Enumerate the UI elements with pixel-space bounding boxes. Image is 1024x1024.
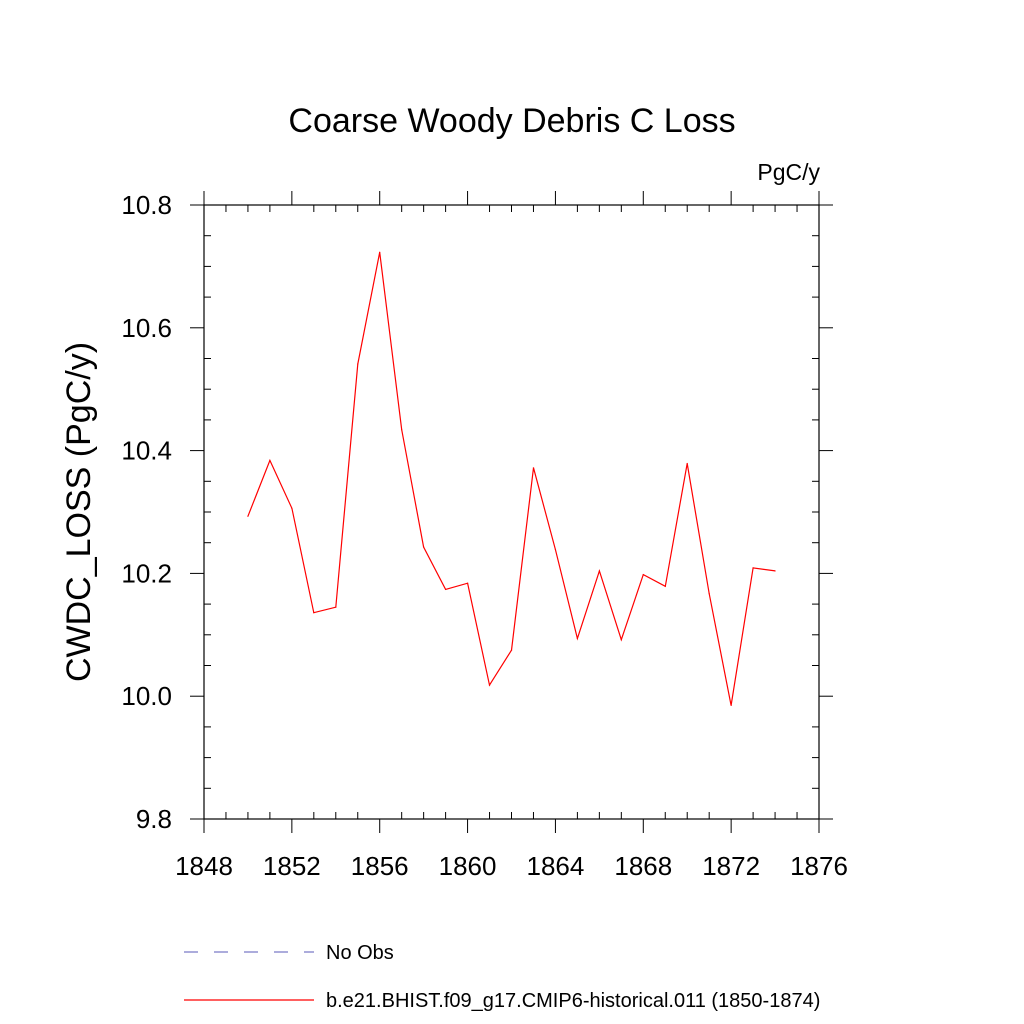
data-point — [774, 570, 776, 572]
data-point — [423, 546, 425, 548]
data-point — [291, 507, 293, 509]
data-point — [335, 606, 337, 608]
data-point — [269, 459, 271, 462]
axis-ticks — [190, 191, 833, 833]
data-point — [576, 637, 578, 640]
data-point — [488, 684, 491, 686]
y-tick-label: 10.4 — [121, 436, 172, 466]
legend: No Obs b.e21.BHIST.f09_g17.CMIP6-historic… — [184, 942, 820, 1012]
data-point — [401, 429, 403, 431]
data-point — [357, 363, 359, 365]
data-point — [554, 548, 557, 551]
legend-label: No Obs — [326, 942, 394, 964]
data-point — [730, 704, 732, 707]
data-point — [642, 574, 644, 576]
legend-label: b.e21.BHIST.f09_g17.CMIP6-historical.011… — [326, 990, 820, 1012]
x-tick-label: 1856 — [351, 851, 409, 881]
data-point — [664, 585, 666, 587]
y-tick-label: 10.6 — [121, 313, 172, 343]
data-point — [532, 467, 535, 469]
data-point — [510, 649, 513, 651]
data-point — [708, 593, 710, 595]
x-tick-label: 1864 — [527, 851, 585, 881]
data-point — [620, 639, 622, 641]
data-point — [445, 588, 447, 590]
y-axis-label: CWDC_LOSS (PgC/y) — [60, 342, 98, 682]
x-tick-label: 1872 — [702, 851, 760, 881]
y-tick-label: 10.2 — [121, 558, 172, 588]
data-point — [752, 567, 754, 569]
data-point — [313, 612, 315, 614]
data-point — [247, 515, 249, 517]
data-point — [598, 570, 600, 572]
data-point — [379, 251, 381, 253]
y-tick-labels: 9.8 10.0 10.2 10.4 10.6 10.8 — [121, 190, 172, 834]
series-lines — [247, 251, 776, 707]
y-tick-label: 9.8 — [136, 804, 172, 834]
data-point — [686, 462, 688, 465]
x-tick-label: 1852 — [263, 851, 321, 881]
x-tick-label: 1876 — [790, 851, 848, 881]
data-point — [466, 582, 469, 584]
units-label: PgC/y — [757, 159, 820, 185]
x-tick-label: 1848 — [175, 851, 233, 881]
x-tick-labels: 1848 1852 1856 1860 1864 1868 1872 1876 — [175, 851, 848, 881]
y-tick-label: 10.0 — [121, 681, 172, 711]
plot-frame — [203, 204, 820, 820]
x-tick-label: 1860 — [439, 851, 497, 881]
x-tick-label: 1868 — [614, 851, 672, 881]
y-tick-label: 10.8 — [121, 190, 172, 220]
chart-title: Coarse Woody Debris C Loss — [288, 102, 735, 140]
series-line — [247, 252, 776, 706]
